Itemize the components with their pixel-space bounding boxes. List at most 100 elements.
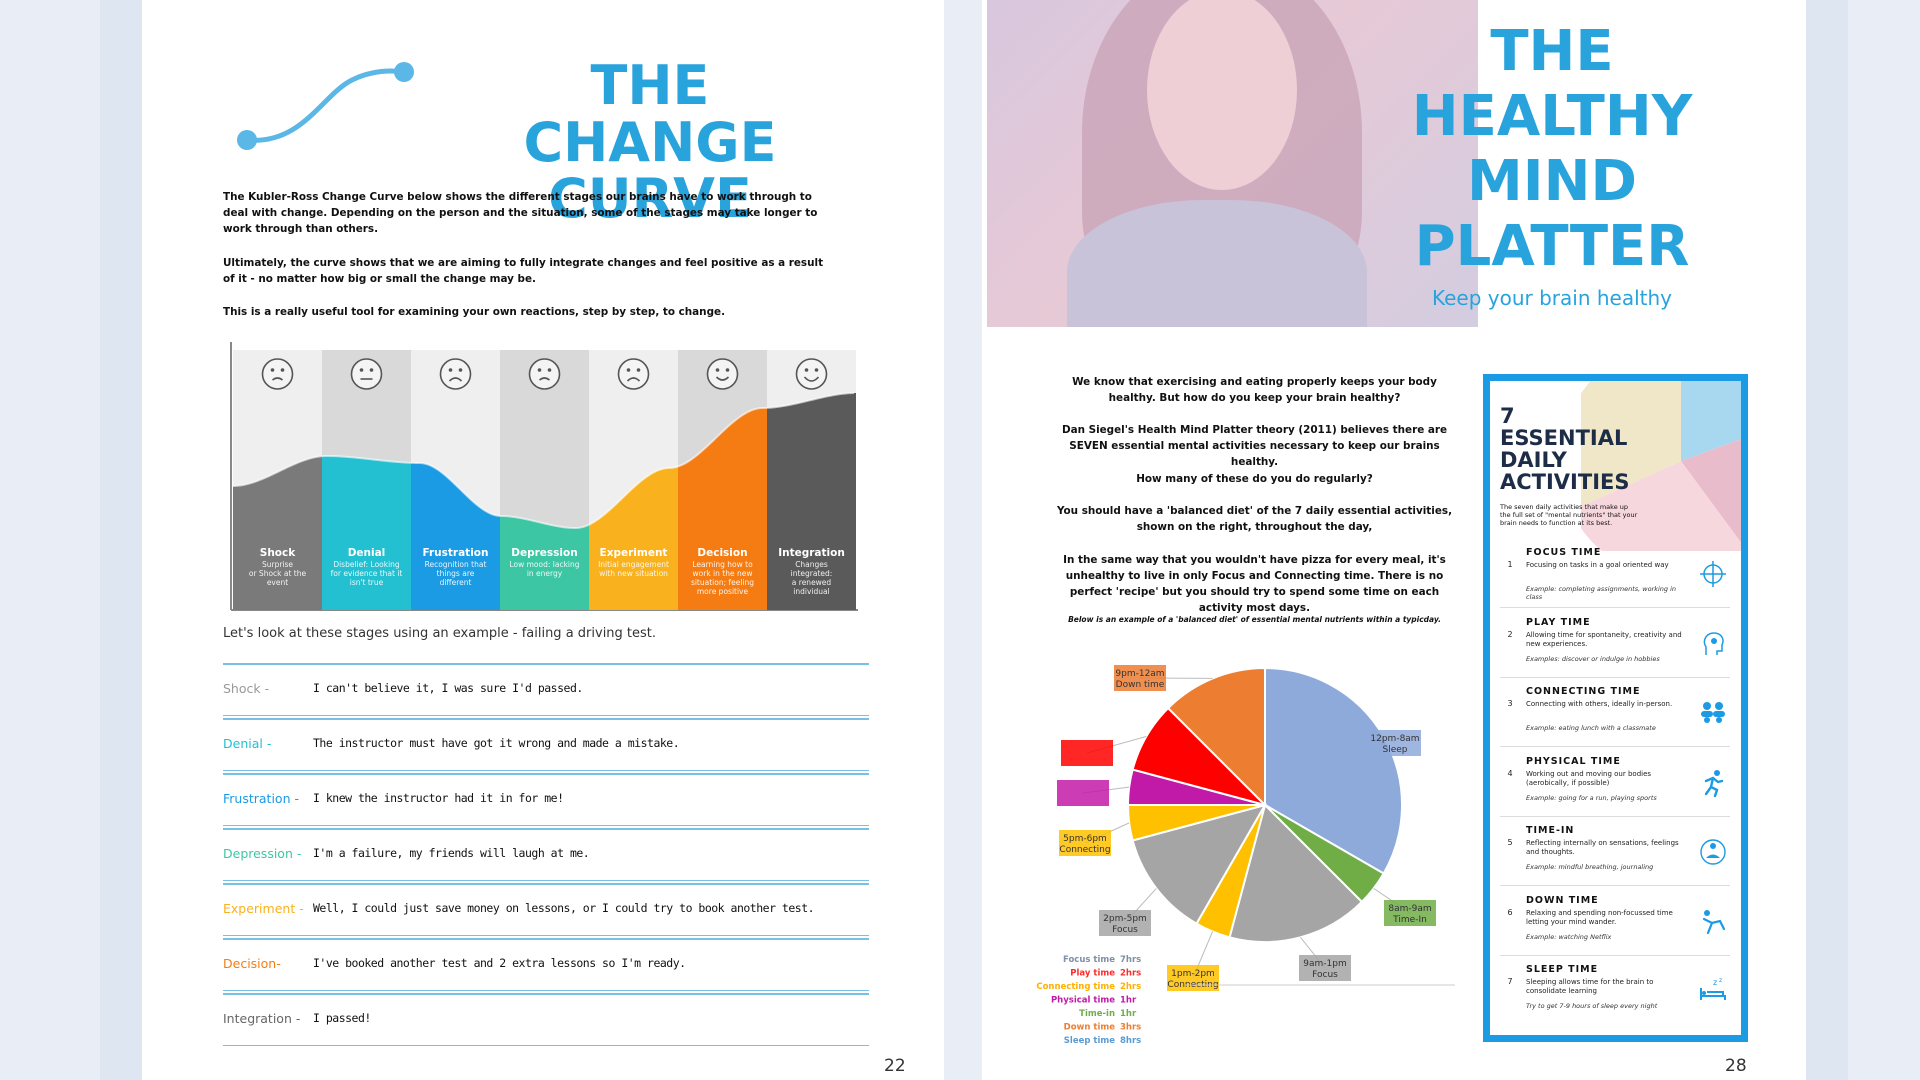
right-book-edge [1806,0,1848,1080]
rule-line [223,715,869,716]
activity-example: Example: eating lunch with a classmate [1526,724,1656,732]
activity-description: Reflecting internally on sensations, fee… [1526,839,1679,856]
activity-name: FOCUS TIME [1526,547,1602,558]
legend-name: Play time [1070,969,1115,979]
worksheet-row: Shock - I can't believe it, I was sure I'… [223,663,869,718]
intro-text-4: You should have a 'balanced diet' of the… [1056,505,1453,533]
stage-description: integrated: [791,569,833,578]
people-icon [1701,702,1725,723]
face-icon [617,358,650,390]
activity-time-in: 5 TIME-IN Reflecting internally on sensati… [1500,825,1730,887]
stage-description: isn't true [350,578,384,587]
pie-label: 1pm-2pm [1171,969,1215,979]
face-icon [528,358,561,390]
face-icon [350,358,383,390]
activity-description: Sleeping allows time for the brain to co… [1526,978,1654,995]
rule-line [223,935,869,936]
activity-number: 7 [1507,977,1513,986]
stage-description: things are [437,569,475,578]
activity-name: PHYSICAL TIME [1526,755,1621,767]
activity-name: CONNECTING TIME [1526,686,1641,697]
activity-physical-time: 4 PHYSICAL TIME Working out and moving our… [1500,756,1730,818]
handwritten-answer: Well, I could just save money on lessons… [313,901,815,915]
pie-label-box [1099,910,1151,936]
pie-label-box [1167,965,1219,991]
activity-example: Try to get 7-9 hours of sleep every nigh… [1526,1002,1658,1010]
change-curve-title: THE CHANGE CURVE [460,57,840,231]
subtitle: Keep your brain healthy [1431,286,1673,310]
stage-label: Frustration - [223,791,299,806]
rule-line [223,938,869,940]
pie-label-box [1384,900,1436,926]
page-number-right: 28 [1725,1056,1747,1076]
pie-slice [1131,803,1268,926]
activity-number: 2 [1507,629,1513,639]
crosshair-icon [1700,561,1726,587]
pie-label-box [1057,780,1109,806]
rule-line [223,825,869,826]
activity-number: 5 [1507,838,1513,847]
pie-label-box [1114,665,1166,691]
activities-panel: 7 ESSENTIAL DAILY ACTIVITIES The seven d… [1483,374,1748,1042]
legend-value: 1hr [1120,1009,1137,1019]
pie-label-box [1059,830,1111,856]
left-book-edge [100,0,142,1080]
title-line: THE [1490,19,1614,84]
stage-name: Frustration [423,547,489,559]
activity-description: Allowing time for spontaneity, creativit… [1526,630,1682,648]
panel-title: 7 ESSENTIAL DAILY ACTIVITIES [1500,404,1630,494]
activity-description: Working out and moving our bodies (aerob… [1526,769,1652,787]
stage-label: Decision- [223,956,281,971]
activity-divider [1500,815,1730,817]
stage-label: Experiment - [223,901,304,916]
activity-example: Example: completing assignments, working… [1526,585,1677,601]
stage-description: with new situation [599,569,668,578]
activity-number: 6 [1507,907,1513,917]
stage-name: Shock [260,547,296,559]
legend-value: 7hrs [1120,955,1141,965]
worksheet-row: Denial - The instructor must have got it … [223,718,869,773]
rule-line [223,770,869,771]
rule-line [223,663,869,665]
stage-description: for evidence that it [331,569,403,578]
healthy-mind-title: THE HEALTHY MIND PLATTER [1392,19,1712,280]
stage-description: Initial engagement [598,560,669,569]
handwritten-answer: I passed! [313,1011,371,1025]
activity-name: DOWN TIME [1526,894,1599,906]
chart-caption: Below is an example of a 'balanced diet'… [1068,615,1441,624]
intro-text-2: Dan Siegel's Health Mind Platter theory … [1061,424,1448,468]
activity-number: 1 [1507,560,1513,569]
legend-name: Down time [1064,1023,1116,1033]
rule-line [223,990,869,991]
worksheet-row: Integration - I passed! [223,993,869,1048]
activity-name: TIME-IN [1526,825,1575,836]
title-line: CURVE [548,167,752,231]
handwritten-answer: The instructor must have got it wrong an… [313,736,680,750]
activity-focus-time: 1 FOCUS TIME Focusing on tasks in a goal o… [1500,547,1730,609]
pie-label: 12pm-8am [1370,734,1419,744]
legend-name: Sleep time [1064,1036,1115,1046]
title-line: HEALTHY [1411,83,1693,149]
pie-sublabel: Focus [1312,970,1338,980]
stage-description: Recognition that [425,560,487,569]
stage-label: Denial - [223,736,272,751]
legend-value: 3hrs [1120,1023,1141,1033]
stage-description: situation; feeling [691,578,754,587]
stage-name: Denial [348,547,386,559]
activity-connecting-time: 3 CONNECTING TIME Connecting with others, … [1500,686,1730,748]
legend-name: Focus time [1063,955,1115,965]
change-curve-line [232,392,855,529]
legend-value: 1hr [1120,996,1137,1006]
activity-description: Connecting with others, ideally in-perso… [1526,700,1673,708]
face-icon [261,358,294,390]
activity-name: PLAY TIME [1526,616,1591,628]
activity-example: Example: going for a run, playing sports [1526,793,1657,802]
photo-hoodie [1067,200,1367,327]
activity-description: Focusing on tasks in a goal oriented way [1526,561,1669,569]
legend-name: Connecting time [1036,982,1115,992]
meditation-icon [1700,839,1726,865]
